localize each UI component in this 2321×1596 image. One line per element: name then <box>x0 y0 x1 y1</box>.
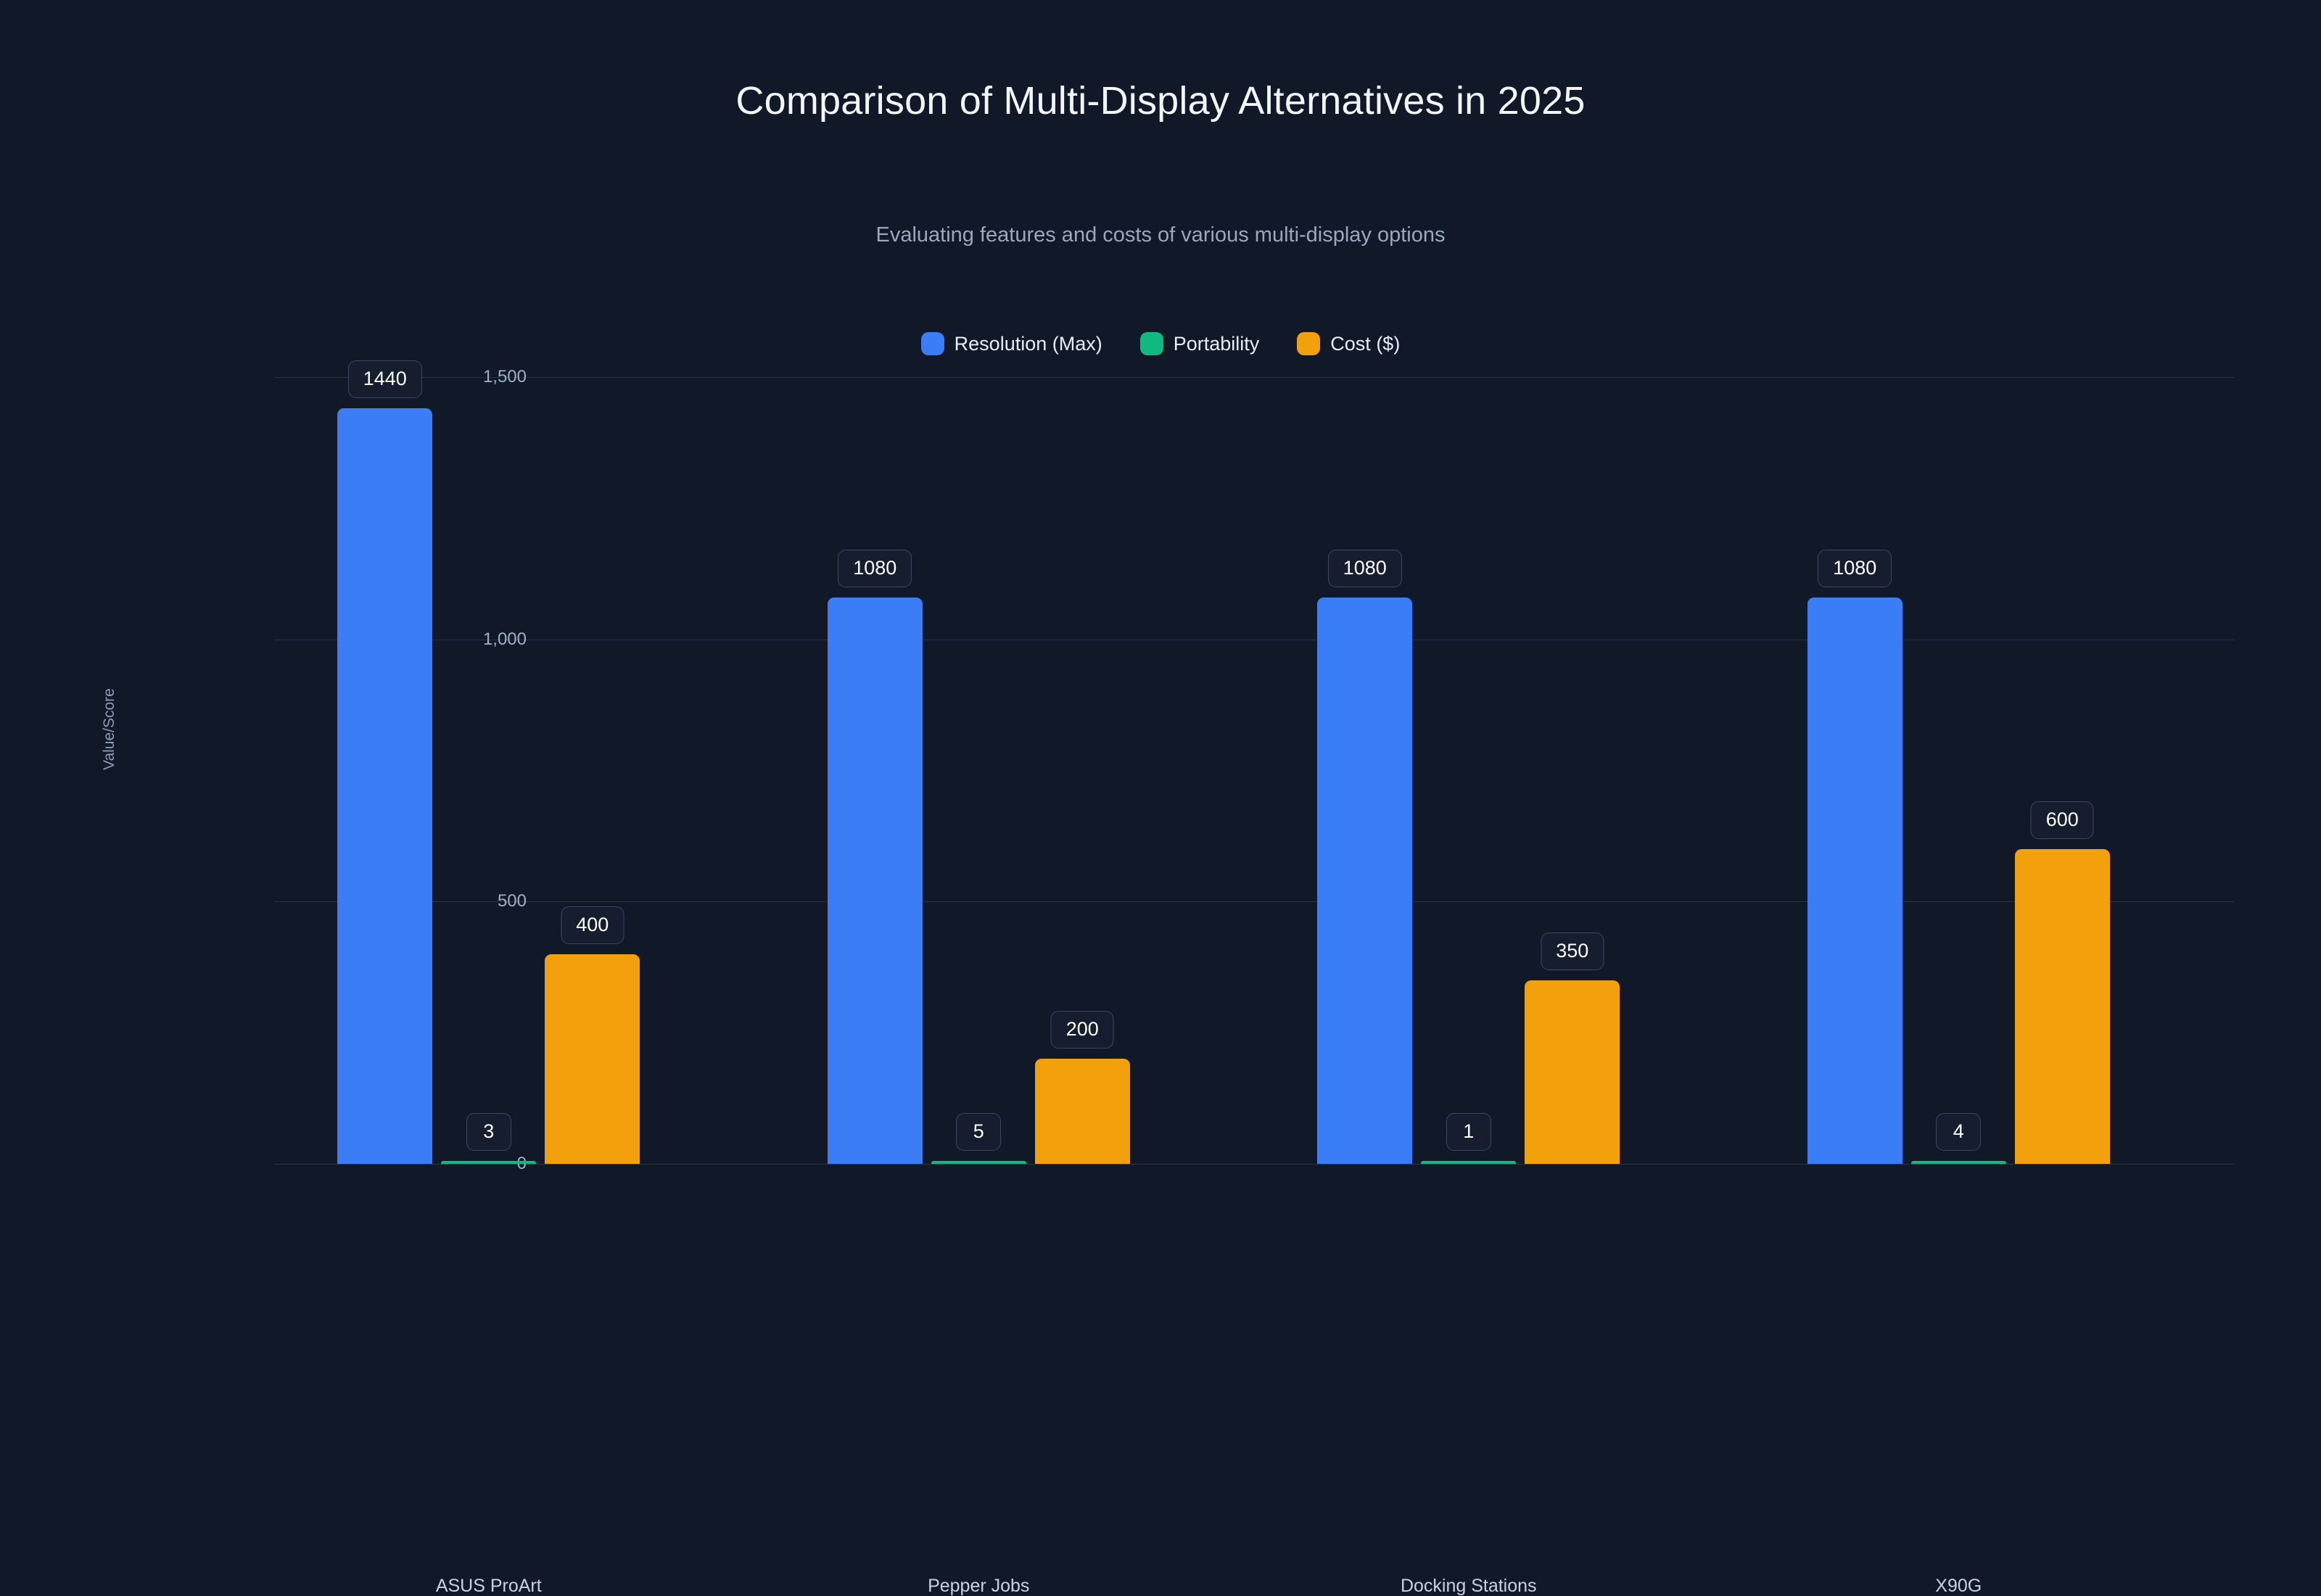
bar[interactable] <box>931 1161 1026 1164</box>
bar[interactable] <box>1807 597 1902 1164</box>
plot-area: 0 500 1,000 1,500 1440 3 400 ASUS ProArt 1080 5 20… <box>274 360 2234 1595</box>
bar[interactable] <box>337 408 433 1164</box>
legend-item-resolution[interactable]: Resolution (Max) <box>920 332 1102 355</box>
legend-label: Resolution (Max) <box>954 332 1102 355</box>
bar[interactable] <box>2014 849 2110 1164</box>
bar-value-label: 350 <box>1541 932 1604 970</box>
gridline <box>274 377 2234 378</box>
bar[interactable] <box>1317 597 1413 1164</box>
chart-legend: Resolution (Max) Portability Cost ($) <box>0 332 2321 355</box>
bar[interactable] <box>827 597 923 1164</box>
y-axis-label: Value/Score <box>101 688 118 770</box>
legend-swatch-icon <box>1297 332 1321 355</box>
y-axis-tick-label: 0 <box>517 1155 527 1173</box>
gridline <box>274 901 2234 903</box>
bar-value-label: 1080 <box>838 549 912 587</box>
bar[interactable] <box>1525 980 1620 1164</box>
bar-value-label: 3 <box>466 1113 511 1151</box>
x-axis-tick-label: Pepper Jobs <box>928 1576 1030 1596</box>
bar-value-label: 5 <box>956 1113 1002 1151</box>
bar-value-label: 4 <box>1936 1113 1982 1151</box>
legend-swatch-icon <box>1139 332 1163 355</box>
bar[interactable] <box>441 1161 537 1164</box>
legend-label: Cost ($) <box>1330 332 1401 355</box>
x-axis-tick-label: ASUS ProArt <box>435 1576 542 1596</box>
x-axis-tick-label: Docking Stations <box>1400 1576 1537 1596</box>
legend-item-cost[interactable]: Cost ($) <box>1297 332 1400 355</box>
legend-label: Portability <box>1173 332 1260 355</box>
bar[interactable] <box>545 954 640 1164</box>
y-axis-tick-label: 1,000 <box>482 629 527 649</box>
chart-root: Comparison of Multi-Display Alternatives… <box>0 79 2321 1595</box>
bar-value-label: 1 <box>1446 1113 1491 1151</box>
legend-swatch-icon <box>920 332 944 355</box>
bar-value-label: 1440 <box>347 360 422 399</box>
bar[interactable] <box>1421 1161 1517 1164</box>
bar-value-label: 200 <box>1050 1011 1114 1049</box>
y-axis-tick-label: 500 <box>497 891 527 911</box>
x-axis-tick-label: X90G <box>1935 1576 1982 1596</box>
chart-subtitle: Evaluating features and costs of various… <box>875 223 1446 247</box>
y-axis-tick-label: 1,500 <box>482 367 527 386</box>
bar-value-label: 1080 <box>1327 549 1402 587</box>
page-title: Comparison of Multi-Display Alternatives… <box>735 79 1586 123</box>
legend-item-portability[interactable]: Portability <box>1139 332 1260 355</box>
bar-value-label: 1080 <box>1818 549 1892 587</box>
bar[interactable] <box>1910 1161 2006 1164</box>
bar-value-label: 400 <box>561 906 624 944</box>
y-axis-ticks: 0 500 1,000 1,500 <box>274 368 548 1173</box>
axis-baseline <box>274 1164 2234 1165</box>
bar[interactable] <box>1034 1059 1130 1164</box>
bar-value-label: 600 <box>2030 801 2094 839</box>
